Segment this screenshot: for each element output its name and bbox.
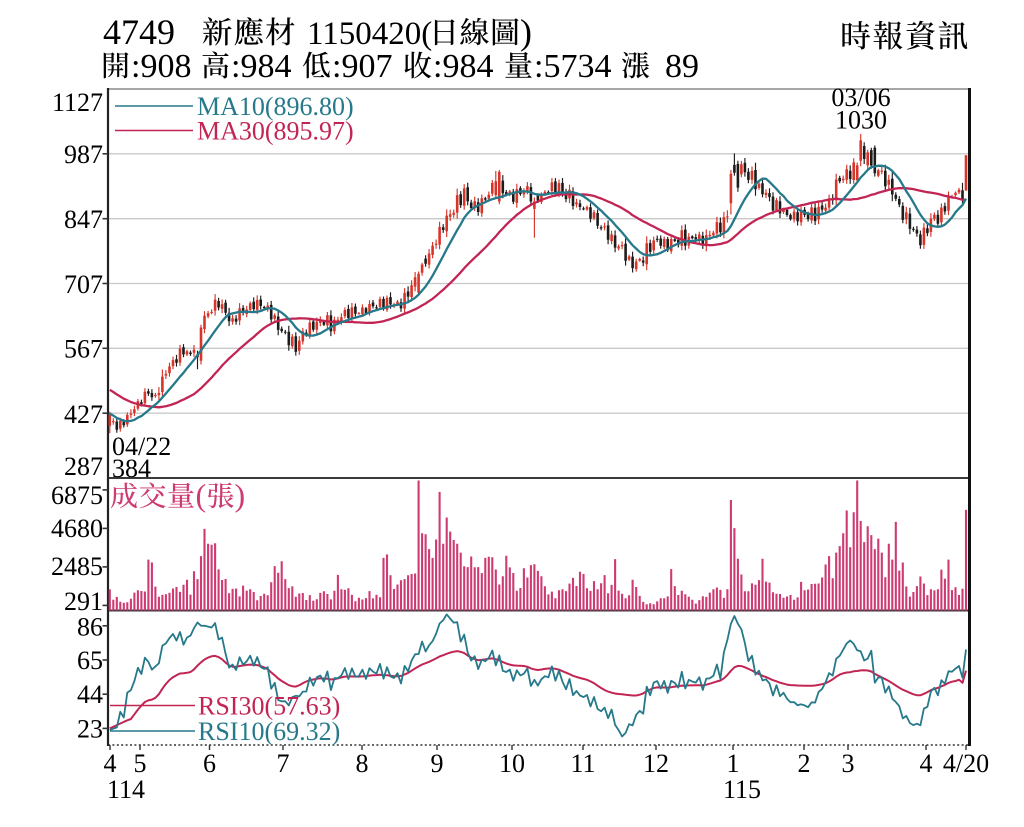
svg-text::5734: :5734 bbox=[534, 48, 611, 85]
svg-text:287: 287 bbox=[64, 452, 103, 481]
svg-text::907: :907 bbox=[332, 48, 392, 85]
svg-text:567: 567 bbox=[64, 335, 103, 364]
svg-text:MA10(896.80): MA10(896.80) bbox=[197, 92, 354, 121]
svg-text:5: 5 bbox=[134, 749, 147, 778]
svg-text:4: 4 bbox=[920, 749, 933, 778]
svg-text:6: 6 bbox=[203, 749, 216, 778]
svg-text:65: 65 bbox=[77, 646, 103, 675]
svg-text:86: 86 bbox=[77, 613, 103, 642]
svg-text:427: 427 bbox=[64, 400, 103, 429]
svg-text:4749: 4749 bbox=[103, 12, 175, 52]
svg-text:RSI10(69.32): RSI10(69.32) bbox=[198, 717, 340, 746]
svg-text:8: 8 bbox=[356, 749, 369, 778]
svg-text:10: 10 bbox=[499, 749, 525, 778]
svg-text:6875: 6875 bbox=[51, 481, 103, 510]
svg-text:23: 23 bbox=[77, 715, 103, 744]
svg-text:89: 89 bbox=[665, 48, 699, 85]
svg-text::984: :984 bbox=[433, 48, 493, 85]
svg-text:115: 115 bbox=[723, 775, 761, 804]
svg-text:(: ( bbox=[196, 477, 207, 513]
svg-text:1150420(: 1150420( bbox=[307, 16, 432, 52]
svg-text:3: 3 bbox=[842, 749, 855, 778]
svg-text:707: 707 bbox=[64, 270, 103, 299]
svg-text:4: 4 bbox=[104, 749, 117, 778]
svg-text:): ) bbox=[520, 12, 532, 52]
svg-text:2: 2 bbox=[798, 749, 811, 778]
svg-text:2485: 2485 bbox=[51, 552, 103, 581]
svg-text::908: :908 bbox=[131, 48, 191, 85]
svg-text:1: 1 bbox=[727, 749, 740, 778]
svg-text:): ) bbox=[235, 477, 246, 513]
svg-text:847: 847 bbox=[64, 205, 103, 234]
svg-text::984: :984 bbox=[231, 48, 291, 85]
svg-text:03/06: 03/06 bbox=[831, 83, 890, 112]
svg-text:114: 114 bbox=[107, 775, 145, 804]
svg-text:7: 7 bbox=[277, 749, 290, 778]
svg-text:04/22: 04/22 bbox=[112, 432, 171, 461]
svg-text:1127: 1127 bbox=[52, 88, 103, 117]
svg-text:4680: 4680 bbox=[51, 514, 103, 543]
svg-text:44: 44 bbox=[77, 680, 103, 709]
svg-text:9: 9 bbox=[431, 749, 444, 778]
svg-text:384: 384 bbox=[112, 454, 151, 483]
svg-text:1030: 1030 bbox=[835, 106, 887, 135]
svg-text:MA30(895.97): MA30(895.97) bbox=[197, 117, 354, 146]
svg-text:11: 11 bbox=[570, 749, 595, 778]
svg-text:RSI30(57.63): RSI30(57.63) bbox=[198, 692, 340, 721]
svg-text:4/20: 4/20 bbox=[943, 749, 989, 778]
svg-text:291: 291 bbox=[64, 587, 103, 616]
svg-text:987: 987 bbox=[64, 140, 103, 169]
svg-text:12: 12 bbox=[643, 749, 669, 778]
